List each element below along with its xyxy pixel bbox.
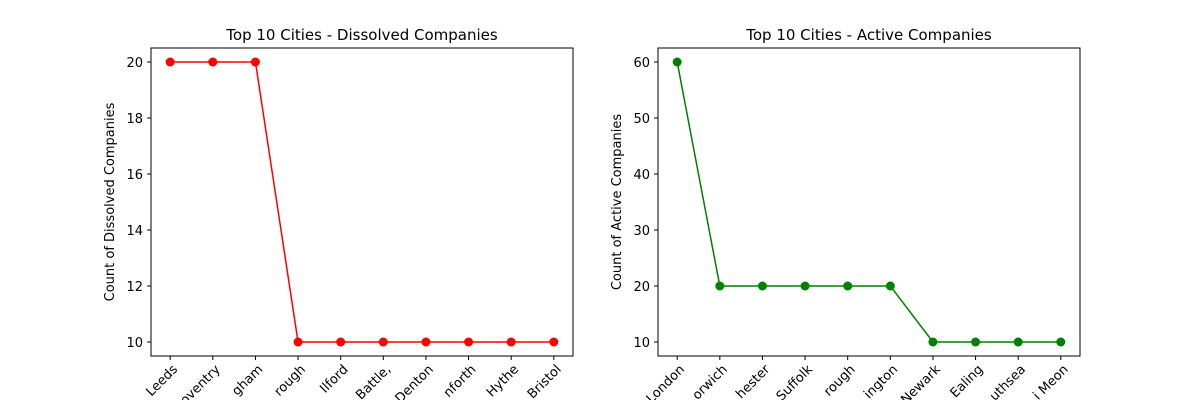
point <box>715 281 725 291</box>
point <box>843 281 853 291</box>
x-tick-label: ington <box>861 362 901 400</box>
x-tick-label: Hythe <box>484 362 522 400</box>
chart-title: Top 10 Cities - Dissolved Companies <box>225 26 498 44</box>
x-tick-label: Suffolk <box>774 362 816 400</box>
chart-title: Top 10 Cities - Active Companies <box>745 26 992 44</box>
y-tick-label: 12 <box>126 280 143 295</box>
x-tick-label: London <box>644 362 688 400</box>
x-tick-label: Ilford <box>317 362 351 396</box>
point <box>549 337 559 347</box>
y-tick-label: 14 <box>126 224 143 239</box>
x-tick-label: i Meon <box>1031 362 1072 400</box>
x-tick-label: rough <box>821 362 858 399</box>
y-axis-label: Count of Dissolved Companies <box>103 102 118 301</box>
point <box>1056 337 1066 347</box>
x-tick-label: hester <box>733 362 773 400</box>
point <box>506 337 516 347</box>
point <box>672 57 682 67</box>
plot-frame <box>657 47 1081 357</box>
y-axis-label: Count of Active Companies <box>610 114 625 291</box>
x-tick-label: Battle, <box>353 362 394 400</box>
y-tick-label: 50 <box>633 112 650 127</box>
y-tick-label: 10 <box>126 336 143 351</box>
point <box>165 57 175 67</box>
point <box>971 337 981 347</box>
y-tick-label: 40 <box>633 168 650 183</box>
y-tick-label: 18 <box>126 112 143 127</box>
point <box>885 281 895 291</box>
point <box>208 57 218 67</box>
plot-frame <box>150 47 574 357</box>
x-tick-label: rough <box>272 362 309 399</box>
y-tick-label: 16 <box>126 168 143 183</box>
x-tick-label: orwich <box>690 362 731 400</box>
point <box>250 57 260 67</box>
point <box>757 281 767 291</box>
x-tick-label: uthsea <box>987 362 1029 400</box>
point <box>378 337 388 347</box>
x-tick-label: oventry <box>178 362 224 400</box>
point <box>421 337 431 347</box>
x-tick-label: Bristol <box>525 362 565 400</box>
point <box>928 337 938 347</box>
x-tick-label: Ealing <box>948 362 987 400</box>
x-tick-label: gham <box>229 362 266 399</box>
y-tick-label: 60 <box>633 56 650 71</box>
point <box>293 337 303 347</box>
x-tick-label: Denton <box>393 362 437 400</box>
line-series <box>170 61 554 343</box>
point <box>1013 337 1023 347</box>
point <box>464 337 474 347</box>
point <box>800 281 810 291</box>
y-tick-label: 20 <box>126 56 143 71</box>
y-tick-label: 20 <box>633 280 650 295</box>
y-tick-label: 10 <box>633 336 650 351</box>
y-tick-label: 30 <box>633 224 650 239</box>
x-tick-label: Newark <box>898 362 944 400</box>
x-tick-label: Leeds <box>144 362 182 400</box>
point <box>336 337 346 347</box>
x-tick-label: nforth <box>441 362 480 400</box>
line-series <box>676 61 1061 343</box>
